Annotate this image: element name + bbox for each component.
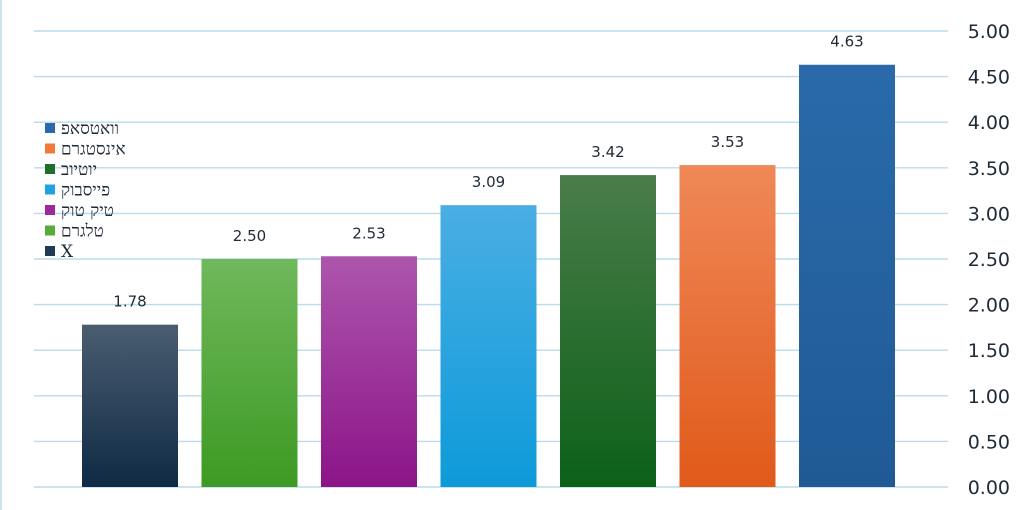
- y-tick-label: 0.50: [968, 431, 1010, 453]
- bars: [82, 64, 895, 487]
- data-label: 1.78: [113, 293, 146, 311]
- legend-label: יוטיוב: [61, 160, 97, 180]
- y-tick-label: 5.00: [968, 21, 1010, 43]
- data-labels: 1.78 2.50 2.53 3.09 3.42 3.53 4.63: [113, 33, 863, 311]
- y-tick-label: 3.00: [968, 203, 1010, 225]
- y-axis-ticks: 0.00 0.50 1.00 1.50 2.00 2.50 3.00 3.50 4.00 4.50…: [968, 21, 1010, 499]
- data-label: 3.42: [591, 143, 624, 161]
- legend-swatch: [45, 123, 55, 133]
- y-tick-label: 2.00: [968, 295, 1010, 317]
- legend-label: טיק טוק: [61, 201, 114, 221]
- data-label: 4.63: [830, 33, 863, 51]
- y-tick-label: 1.50: [968, 340, 1010, 362]
- data-label: 3.09: [472, 173, 505, 191]
- bar: [201, 259, 298, 487]
- bar: [440, 205, 537, 487]
- legend-swatch: [45, 143, 55, 154]
- legend-swatch: [45, 246, 55, 256]
- legend-label: וואטסאפ: [61, 119, 119, 139]
- bar: [799, 64, 895, 487]
- bar: [560, 175, 656, 487]
- y-tick-label: 3.50: [968, 158, 1010, 180]
- legend-swatch: [45, 225, 55, 236]
- legend-label: פייסבוק: [61, 181, 110, 201]
- legend-label: אינסטגרם: [61, 140, 126, 160]
- bar: [321, 256, 417, 487]
- y-tick-label: 1.00: [968, 386, 1010, 408]
- y-tick-label: 4.00: [968, 112, 1010, 134]
- y-tick-label: 2.50: [968, 249, 1010, 271]
- y-tick-label: 4.50: [968, 67, 1010, 89]
- bar: [82, 324, 178, 487]
- y-tick-label: 0.00: [968, 477, 1010, 499]
- legend-label: טלגרם: [61, 222, 104, 242]
- legend-swatch: [45, 164, 55, 174]
- data-label: 3.53: [711, 133, 744, 151]
- legend-label: X: [61, 242, 74, 262]
- data-label: 2.50: [233, 227, 266, 245]
- data-label: 2.53: [352, 224, 385, 242]
- legend-swatch: [45, 184, 55, 195]
- bar: [679, 165, 776, 487]
- legend-swatch: [45, 205, 55, 215]
